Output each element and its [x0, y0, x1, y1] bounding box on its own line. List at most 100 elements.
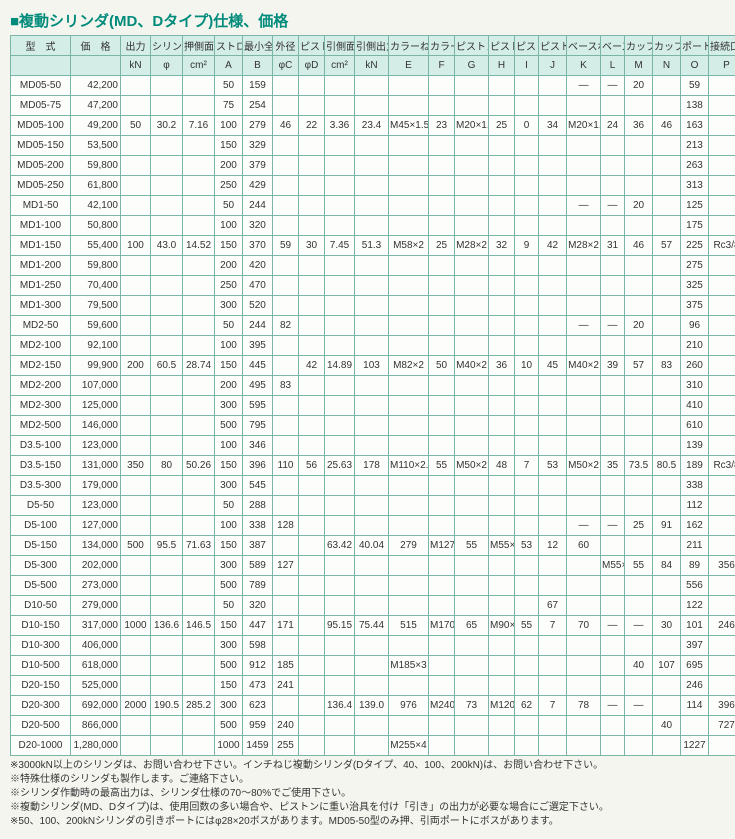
table-cell	[151, 376, 183, 396]
table-cell	[653, 676, 681, 696]
table-cell: 53,500	[71, 136, 121, 156]
table-cell	[429, 416, 455, 436]
table-cell: 20	[625, 76, 653, 96]
table-cell	[515, 496, 539, 516]
table-cell	[653, 696, 681, 716]
table-cell: D5-50	[11, 496, 71, 516]
table-cell	[355, 656, 389, 676]
table-cell: 500	[215, 656, 243, 676]
table-cell	[273, 396, 299, 416]
table-cell	[325, 76, 355, 96]
table-cell	[299, 96, 325, 116]
header-cell: 出力	[121, 36, 151, 56]
table-cell: 136.6	[151, 616, 183, 636]
table-cell	[489, 596, 515, 616]
table-cell	[625, 596, 653, 616]
table-cell: 317,000	[71, 616, 121, 636]
table-cell	[709, 576, 735, 596]
table-cell	[151, 716, 183, 736]
table-cell	[325, 216, 355, 236]
table-cell	[325, 396, 355, 416]
table-cell	[709, 736, 735, 756]
table-row: MD2-200107,00020049583310575	[11, 376, 735, 396]
table-cell	[355, 556, 389, 576]
table-cell	[601, 536, 625, 556]
table-cell: D5-500	[11, 576, 71, 596]
table-cell	[299, 376, 325, 396]
table-cell	[299, 576, 325, 596]
table-cell: 520	[243, 296, 273, 316]
table-cell: 95.5	[151, 536, 183, 556]
table-cell	[121, 296, 151, 316]
table-cell	[489, 256, 515, 276]
table-cell	[489, 176, 515, 196]
table-cell: D3.5-300	[11, 476, 71, 496]
table-cell: 171	[273, 616, 299, 636]
table-cell: D5-100	[11, 516, 71, 536]
table-cell: 75.44	[355, 616, 389, 636]
table-cell: MD2-200	[11, 376, 71, 396]
table-cell	[601, 296, 625, 316]
table-cell: D10-500	[11, 656, 71, 676]
table-cell	[299, 716, 325, 736]
table-cell	[567, 176, 601, 196]
table-cell	[455, 296, 489, 316]
table-cell: 150	[215, 536, 243, 556]
footnotes: ※3000kN以上のシリンダは、お問い合わせ下さい。インチねじ複動シリンダ(Dタ…	[10, 759, 725, 829]
table-cell	[299, 156, 325, 176]
table-cell: 175	[681, 216, 709, 236]
table-cell	[515, 396, 539, 416]
table-cell	[625, 416, 653, 436]
table-cell	[489, 296, 515, 316]
table-row: D10-50279,0005032067122733	[11, 596, 735, 616]
table-cell: 589	[243, 556, 273, 576]
table-cell	[325, 716, 355, 736]
table-cell	[121, 316, 151, 336]
table-cell	[183, 336, 215, 356]
table-cell: 959	[243, 716, 273, 736]
table-cell	[389, 436, 429, 456]
table-cell: 495	[243, 376, 273, 396]
table-cell	[567, 336, 601, 356]
table-cell	[489, 716, 515, 736]
table-cell	[653, 376, 681, 396]
table-cell: M20×1.5	[455, 116, 489, 136]
table-cell	[625, 256, 653, 276]
table-cell	[151, 96, 183, 116]
table-cell	[151, 396, 183, 416]
table-cell	[325, 416, 355, 436]
table-cell	[601, 276, 625, 296]
table-cell	[151, 136, 183, 156]
table-cell	[709, 496, 735, 516]
table-cell	[625, 376, 653, 396]
table-cell: D5-300	[11, 556, 71, 576]
table-cell	[183, 636, 215, 656]
table-cell	[121, 556, 151, 576]
table-cell: —	[567, 516, 601, 536]
table-cell	[601, 136, 625, 156]
table-cell	[273, 296, 299, 316]
table-cell	[429, 296, 455, 316]
table-cell	[273, 536, 299, 556]
table-cell	[355, 96, 389, 116]
table-cell: 470	[243, 276, 273, 296]
table-cell	[455, 176, 489, 196]
table-cell	[183, 736, 215, 756]
table-cell	[299, 476, 325, 496]
table-cell	[653, 316, 681, 336]
table-cell: 23	[429, 116, 455, 136]
table-cell	[539, 316, 567, 336]
table-cell	[355, 316, 389, 336]
table-cell	[489, 656, 515, 676]
header-cell: 引側出力	[355, 36, 389, 56]
header-cell: ピストン突出長	[539, 36, 567, 56]
table-cell	[389, 396, 429, 416]
table-cell: 50	[121, 116, 151, 136]
table-cell: 500	[121, 536, 151, 556]
table-cell	[601, 436, 625, 456]
table-cell: 50.26	[183, 456, 215, 476]
table-cell: MD05-50	[11, 76, 71, 96]
table-cell	[389, 156, 429, 176]
table-cell: 57	[653, 236, 681, 256]
table-cell	[121, 436, 151, 456]
